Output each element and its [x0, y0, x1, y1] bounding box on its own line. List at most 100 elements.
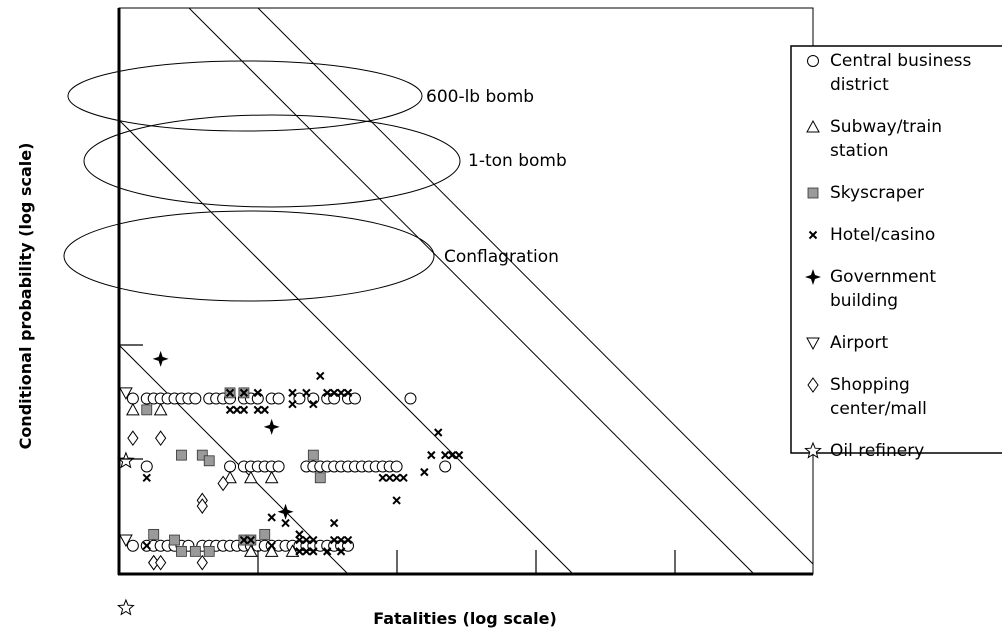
- point-hotel: [440, 450, 450, 460]
- iso-risk-line: [118, 344, 349, 575]
- point-subway: [264, 544, 279, 557]
- point-hotel: [336, 547, 346, 556]
- point-hotel: [343, 535, 353, 545]
- legend-item-sky: Skyscraper: [807, 183, 924, 203]
- point-sky: [307, 449, 319, 461]
- legend-marker-hotel: [808, 230, 818, 240]
- point-gov: [277, 503, 294, 520]
- point-hotel: [427, 450, 436, 460]
- point-hotel: [316, 371, 325, 381]
- point-mall: [217, 475, 229, 492]
- point-hotel: [329, 535, 339, 545]
- point-hotel: [385, 473, 394, 482]
- point-subway: [244, 470, 258, 484]
- point-sky: [203, 455, 215, 467]
- point-mall: [155, 430, 167, 447]
- legend-label-mall: center/mall: [830, 399, 927, 419]
- legend-box: [790, 45, 1002, 454]
- legend-marker-subway: [806, 119, 820, 133]
- iso-risk-lines: [118, 7, 814, 575]
- point-hotel: [225, 388, 235, 398]
- legend-marker-airport: [806, 337, 820, 351]
- legend-item-mall: Shopping center/mall: [807, 375, 927, 419]
- point-sky: [169, 534, 180, 546]
- point-hotel: [267, 541, 276, 550]
- point-hotel: [281, 518, 290, 528]
- point-sky: [189, 545, 201, 557]
- x-axis-title: Fatalities (log scale): [373, 609, 557, 628]
- legend-label-airport: Airport: [830, 333, 889, 353]
- legend-marker-mall: [807, 377, 819, 393]
- point-hotel: [378, 473, 387, 482]
- point-cbd: [126, 392, 139, 405]
- point-sky: [203, 545, 215, 557]
- ellipse-label-1ton: 1-ton bomb: [468, 151, 567, 171]
- point-hotel: [309, 535, 318, 545]
- point-hotel: [454, 450, 464, 460]
- point-sky: [259, 528, 271, 540]
- point-hotel: [322, 547, 332, 556]
- point-hotel: [302, 535, 311, 545]
- point-sky: [196, 449, 208, 461]
- point-subway: [126, 402, 140, 416]
- point-oil: [117, 598, 135, 616]
- legend-label-hotel: Hotel/casino: [830, 225, 935, 245]
- ellipse-600lb-bomb: [67, 60, 423, 132]
- point-hotel: [239, 535, 249, 545]
- legend-label-gov: Government: [830, 267, 936, 287]
- legend-marker-cbd: [807, 55, 819, 67]
- point-hotel: [392, 473, 401, 482]
- point-hotel: [295, 547, 304, 556]
- point-subway: [244, 544, 258, 557]
- point-hotel: [232, 405, 242, 415]
- ellipse-conflagration: [63, 210, 435, 302]
- point-sky: [176, 449, 187, 461]
- point-hotel: [253, 405, 263, 415]
- data-points: [117, 350, 464, 616]
- point-airport: [119, 387, 133, 400]
- point-sky: [176, 545, 187, 557]
- point-hotel: [239, 405, 249, 415]
- point-subway: [264, 470, 279, 484]
- point-hotel: [343, 388, 353, 398]
- legend: Central business district Subway/train stat…: [790, 45, 1002, 461]
- point-hotel: [267, 513, 276, 522]
- point-hotel: [288, 388, 297, 398]
- point-gov: [263, 418, 280, 435]
- legend-marker-gov: [805, 269, 821, 285]
- point-sky: [314, 472, 326, 484]
- legend-item-cbd: Central business district: [807, 51, 972, 95]
- point-mall: [155, 554, 167, 571]
- point-cbd: [439, 460, 452, 473]
- point-hotel: [295, 530, 304, 539]
- point-cbd: [140, 460, 153, 473]
- point-cbd: [251, 392, 264, 405]
- point-hotel: [322, 388, 332, 398]
- legend-label-cbd: district: [830, 75, 889, 95]
- point-sky: [148, 528, 160, 540]
- legend-item-oil: Oil refinery: [804, 441, 924, 461]
- point-cbd: [293, 392, 306, 405]
- legend-item-subway: Subway/train station: [806, 117, 942, 161]
- legend-label-gov: building: [830, 291, 898, 311]
- point-cbd: [189, 392, 202, 405]
- point-hotel: [288, 399, 297, 409]
- ellipse-1-ton-bomb: [83, 114, 461, 208]
- point-hotel: [329, 518, 339, 528]
- point-gov: [152, 350, 169, 367]
- point-hotel: [336, 388, 346, 398]
- point-hotel: [253, 388, 263, 398]
- legend-item-hotel: Hotel/casino: [808, 225, 935, 245]
- ellipse-label-600lb: 600-lb bomb: [426, 87, 534, 107]
- point-hotel: [420, 467, 429, 477]
- point-hotel: [142, 541, 151, 550]
- iso-risk-line: [188, 7, 755, 575]
- point-mall: [196, 554, 208, 571]
- ellipses: [63, 60, 461, 302]
- point-hotel: [225, 405, 235, 415]
- point-hotel: [246, 535, 256, 545]
- legend-marker-sky: [807, 187, 819, 199]
- point-hotel: [434, 428, 443, 437]
- point-hotel: [260, 405, 269, 415]
